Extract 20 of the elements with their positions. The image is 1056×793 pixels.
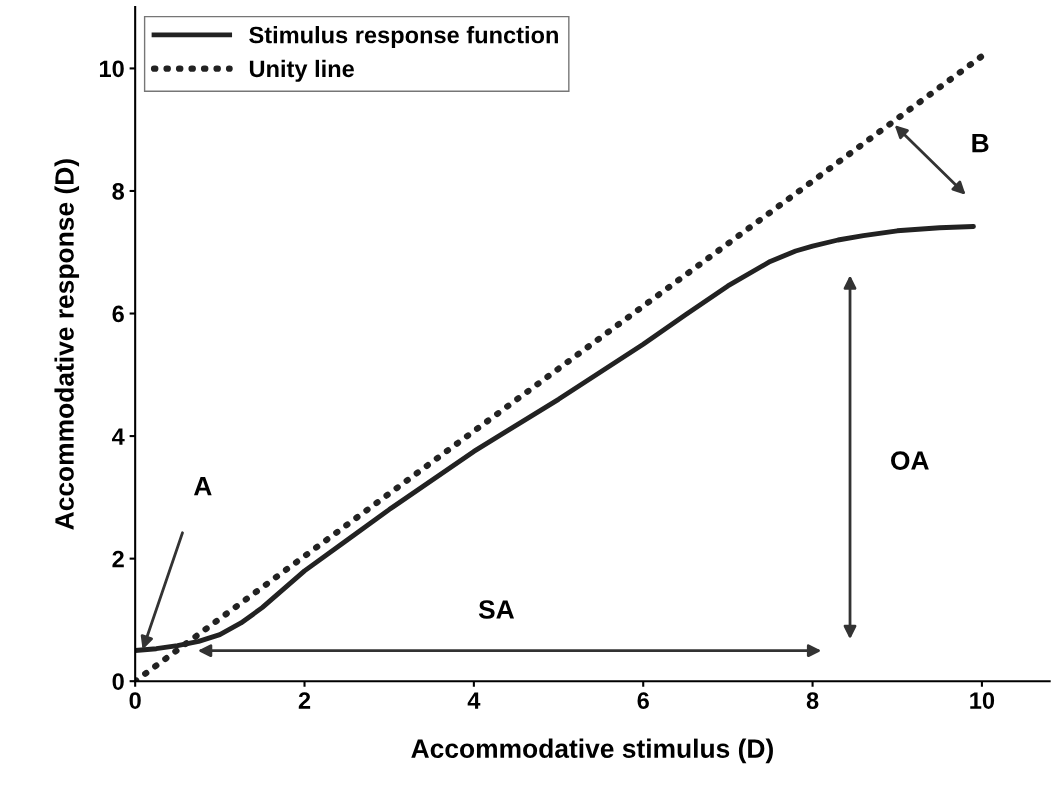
annotation: B bbox=[972, 133, 989, 153]
x-axis-title: Accommodative stimulus (D) bbox=[411, 738, 773, 764]
x-tick-label: 4 bbox=[467, 692, 481, 709]
x-tick-label: 0 bbox=[129, 692, 141, 709]
legend-label: Unity line bbox=[249, 59, 354, 82]
x-tick-label: 2 bbox=[298, 692, 311, 709]
y-tick-label: 10 bbox=[99, 60, 124, 78]
y-tick-label: 8 bbox=[112, 183, 125, 200]
y-tick-label: 4 bbox=[111, 428, 125, 445]
legend-label: Stimulus response function bbox=[249, 26, 558, 49]
y-tick-label: 2 bbox=[112, 550, 124, 568]
annotation: OA bbox=[891, 451, 929, 470]
annotation: SA bbox=[478, 600, 515, 619]
y-tick-label: 0 bbox=[112, 673, 124, 690]
annotation: A bbox=[193, 477, 212, 496]
y-axis-title: Accommodative response (D) bbox=[54, 159, 80, 530]
x-tick-label: 10 bbox=[970, 692, 995, 709]
y-tick-label: 6 bbox=[112, 305, 124, 323]
x-tick-label: 8 bbox=[806, 692, 819, 709]
x-tick-label: 6 bbox=[637, 692, 649, 709]
